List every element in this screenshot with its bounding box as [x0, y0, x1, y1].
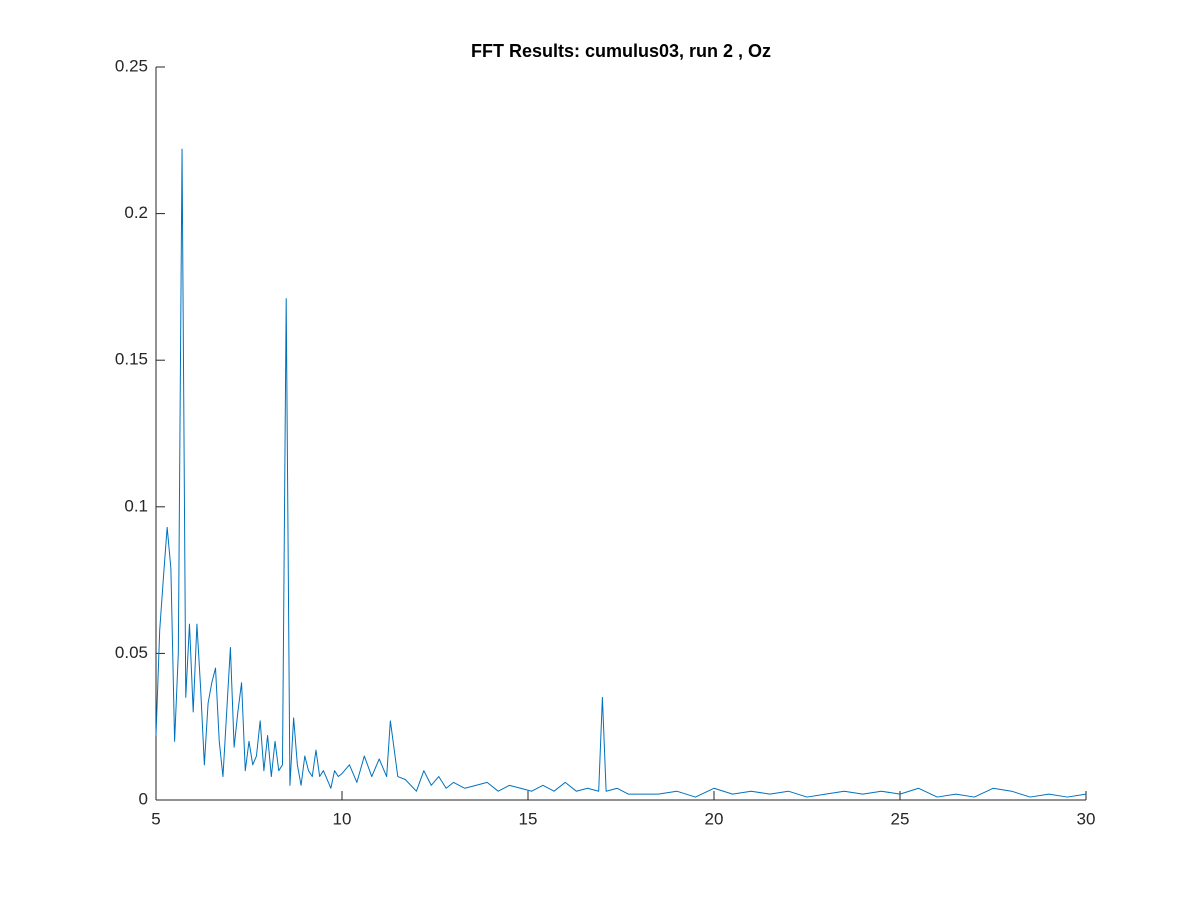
x-tick-label: 15 — [519, 809, 538, 828]
chart-title: FFT Results: cumulus03, run 2 , Oz — [471, 41, 771, 61]
x-tick-label: 30 — [1077, 809, 1096, 828]
y-tick-label: 0 — [139, 789, 148, 808]
y-tick-label: 0.2 — [124, 203, 148, 222]
x-tick-label: 25 — [891, 809, 910, 828]
y-tick-label: 0.15 — [115, 350, 148, 369]
y-tick-label: 0.1 — [124, 496, 148, 515]
y-tick-label: 0.25 — [115, 56, 148, 75]
x-tick-label: 5 — [151, 809, 160, 828]
y-tick-label: 0.05 — [115, 643, 148, 662]
x-tick-label: 20 — [705, 809, 724, 828]
x-tick-label: 10 — [333, 809, 352, 828]
data-line — [155, 148, 1087, 798]
